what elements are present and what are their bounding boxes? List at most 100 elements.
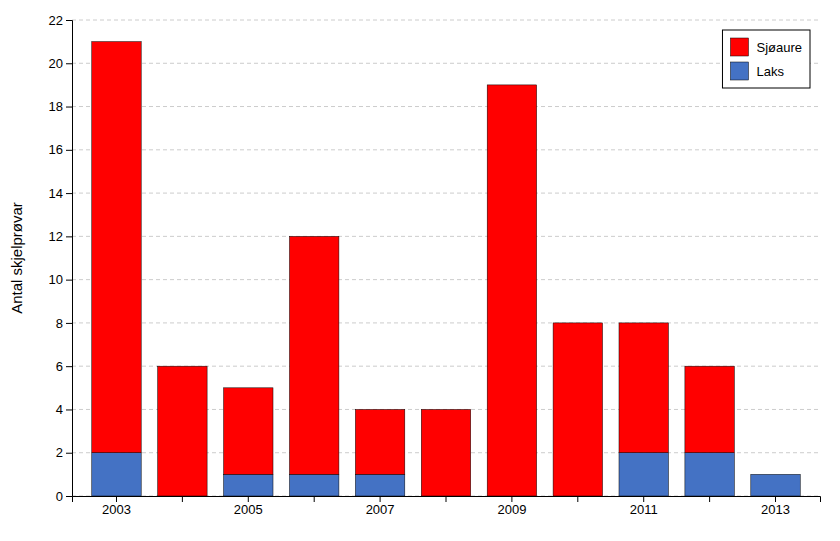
x-tick: 2003 bbox=[102, 496, 131, 517]
bar bbox=[355, 474, 404, 496]
y-axis-title: Antal skjelprøvar bbox=[8, 202, 25, 314]
x-tick-mark bbox=[643, 496, 644, 502]
bars bbox=[92, 42, 800, 496]
x-tick-mark bbox=[116, 496, 117, 502]
legend-label: Sjøaure bbox=[756, 40, 802, 55]
y-tick: 8 bbox=[56, 316, 72, 331]
x-tick-label: 2009 bbox=[497, 502, 526, 517]
x-tick-label: 2005 bbox=[234, 502, 263, 517]
bar bbox=[289, 236, 338, 474]
y-tick-mark bbox=[66, 107, 72, 108]
y-tick: 18 bbox=[49, 99, 72, 114]
y-tick-mark bbox=[66, 323, 72, 324]
grid-line bbox=[72, 106, 820, 107]
y-tick-mark bbox=[66, 453, 72, 454]
y-tick: 2 bbox=[56, 445, 72, 460]
grid-line bbox=[72, 20, 820, 21]
y-tick: 6 bbox=[56, 359, 72, 374]
x-axis: 2003 2005 2007 2009 2011 2013 bbox=[73, 496, 821, 517]
grid-line bbox=[72, 149, 820, 150]
bar bbox=[224, 388, 273, 475]
x-tick bbox=[577, 496, 578, 502]
bar bbox=[421, 409, 470, 496]
y-tick-label: 6 bbox=[56, 359, 63, 374]
y-tick: 20 bbox=[49, 56, 72, 71]
y-tick-label: 16 bbox=[49, 142, 63, 157]
y-tick: 12 bbox=[49, 229, 72, 244]
y-tick: 4 bbox=[56, 402, 72, 417]
bar bbox=[158, 366, 207, 496]
x-tick bbox=[182, 496, 183, 502]
y-tick: 16 bbox=[49, 142, 72, 157]
y-tick: 22 bbox=[49, 13, 72, 28]
grid-line bbox=[72, 63, 820, 64]
y-tick-mark bbox=[66, 280, 72, 281]
x-tick bbox=[314, 496, 315, 502]
legend-swatch bbox=[730, 38, 748, 56]
bar bbox=[487, 85, 536, 496]
bar bbox=[685, 453, 734, 496]
y-tick-label: 12 bbox=[49, 229, 63, 244]
x-tick: 2009 bbox=[497, 496, 526, 517]
x-tick: 2007 bbox=[366, 496, 395, 517]
y-tick-label: 18 bbox=[49, 99, 63, 114]
x-tick: 2013 bbox=[761, 496, 790, 517]
legend-label: Laks bbox=[756, 64, 784, 79]
x-tick-mark bbox=[182, 496, 183, 502]
grid bbox=[72, 20, 820, 496]
x-tick-mark bbox=[446, 496, 447, 502]
x-tick: 2011 bbox=[630, 496, 658, 517]
x-tick-label: 2011 bbox=[630, 502, 658, 517]
y-tick-mark bbox=[66, 63, 72, 64]
series bbox=[92, 42, 735, 496]
y-tick-label: 10 bbox=[49, 272, 63, 287]
grid-line bbox=[72, 279, 820, 280]
chart: 2003200520072009201120130246810121416182… bbox=[0, 0, 840, 541]
y-tick-mark bbox=[66, 20, 72, 21]
x-tick-mark bbox=[314, 496, 315, 502]
x-tick bbox=[446, 496, 447, 502]
x-tick: 2005 bbox=[234, 496, 263, 517]
bar bbox=[751, 474, 800, 475]
bar bbox=[619, 323, 668, 453]
bar bbox=[289, 474, 338, 496]
bar bbox=[553, 323, 602, 496]
y-tick-mark bbox=[66, 193, 72, 194]
y-tick-label: 14 bbox=[49, 186, 63, 201]
y-tick-mark bbox=[66, 409, 72, 410]
x-tick-label: 2007 bbox=[366, 502, 395, 517]
y-axis-line bbox=[66, 21, 73, 497]
legend-item: Sjøaure bbox=[730, 38, 802, 56]
x-axis-line bbox=[73, 497, 821, 503]
x-tick-mark bbox=[775, 496, 776, 502]
grid-line bbox=[72, 322, 820, 323]
legend-swatch bbox=[730, 62, 748, 80]
y-tick: 10 bbox=[49, 272, 72, 287]
x-tick-label: 2013 bbox=[761, 502, 790, 517]
bar bbox=[92, 42, 141, 453]
y-tick-mark bbox=[66, 150, 72, 151]
y-axis: 0246810121416182022 bbox=[49, 13, 73, 504]
x-tick-mark bbox=[380, 496, 381, 502]
y-tick: 14 bbox=[49, 186, 72, 201]
y-tick-label: 20 bbox=[49, 56, 63, 71]
legend-item: Laks bbox=[730, 62, 784, 80]
x-tick-mark bbox=[511, 496, 512, 502]
x-tick-mark bbox=[577, 496, 578, 502]
x-tick-mark bbox=[709, 496, 710, 502]
y-tick-mark bbox=[66, 496, 72, 497]
legend-frame bbox=[722, 30, 810, 88]
plot: 2003200520072009201120130246810121416182… bbox=[49, 13, 821, 518]
bar bbox=[92, 453, 141, 496]
y-tick-label: 22 bbox=[49, 13, 63, 28]
y-tick-mark bbox=[66, 236, 72, 237]
grid-line bbox=[72, 193, 820, 194]
grid-line bbox=[72, 236, 820, 237]
legend: Sjøaure Laks bbox=[722, 30, 810, 88]
bar bbox=[685, 366, 734, 453]
x-tick-mark bbox=[248, 496, 249, 502]
y-tick-label: 4 bbox=[56, 402, 63, 417]
y-tick-label: 8 bbox=[56, 316, 63, 331]
x-tick-label: 2003 bbox=[102, 502, 131, 517]
bar bbox=[224, 474, 273, 496]
